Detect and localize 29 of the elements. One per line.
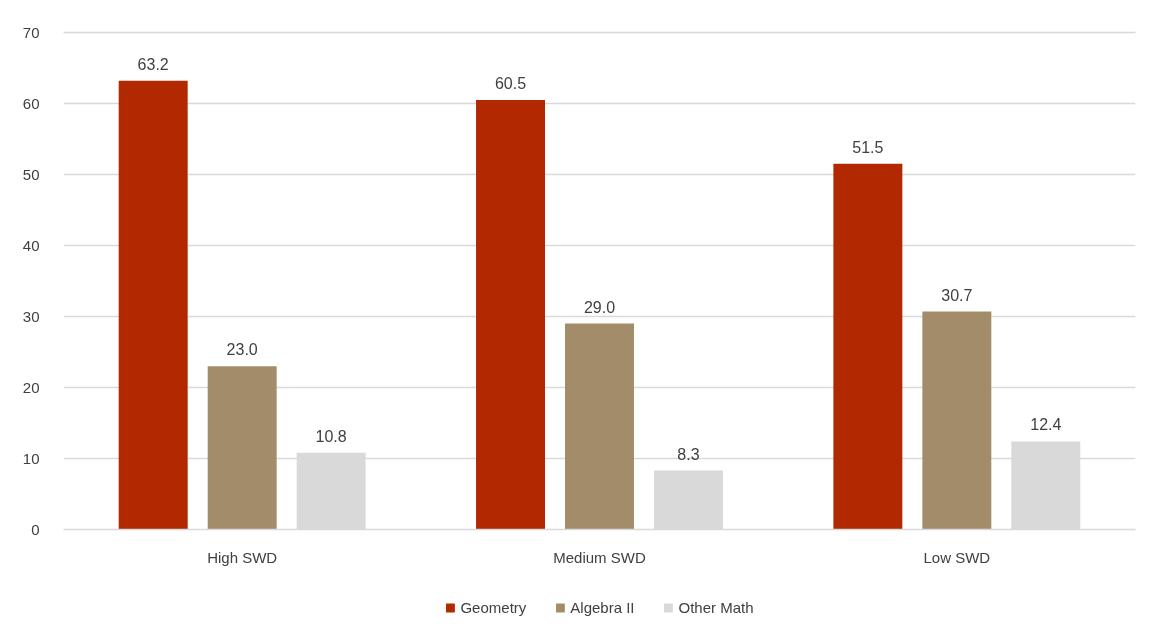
y-tick-label: 40 — [22, 236, 40, 254]
bar — [833, 163, 903, 530]
legend-label: Other Math — [678, 598, 754, 616]
bar — [565, 323, 634, 530]
y-tick-label: 10 — [22, 449, 40, 467]
data-label: 30.7 — [941, 286, 973, 304]
y-tick-label: 20 — [22, 378, 40, 396]
y-tick-label: 60 — [22, 94, 40, 112]
y-tick-label: 70 — [22, 23, 40, 41]
x-tick-label: Medium SWD — [553, 548, 646, 566]
data-label: 60.5 — [494, 74, 527, 92]
y-tick-label: 30 — [22, 307, 40, 325]
bar — [207, 366, 277, 530]
data-label: 23.0 — [226, 341, 258, 359]
legend-label: Geometry — [460, 598, 527, 616]
data-label: 63.2 — [137, 55, 169, 73]
data-label: 29.0 — [583, 298, 616, 316]
x-tick-label: High SWD — [207, 548, 278, 566]
data-label: 8.3 — [677, 445, 700, 463]
data-label: 51.5 — [852, 138, 884, 156]
bar — [118, 80, 188, 530]
bar — [922, 311, 992, 530]
bar — [476, 99, 546, 530]
legend-label: Algebra II — [570, 598, 635, 616]
data-label: 10.8 — [315, 427, 347, 445]
x-tick-label: Low SWD — [923, 548, 991, 566]
y-tick-label: 50 — [22, 165, 40, 183]
data-label: 12.4 — [1030, 416, 1062, 434]
y-tick-label: 0 — [31, 520, 40, 538]
